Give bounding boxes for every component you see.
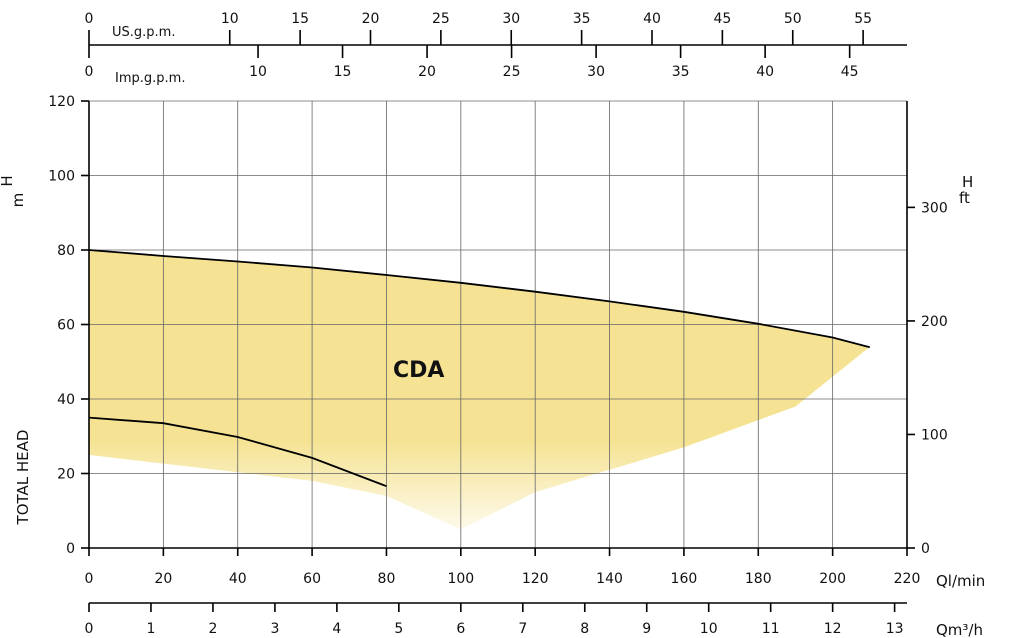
horizontal-gridlines	[89, 100, 907, 474]
ql-min-unit-label: Ql/min	[936, 572, 985, 590]
bottom-tick-label-160: 160	[671, 571, 698, 587]
left-h-symbol: H	[0, 175, 16, 186]
us-tick-label-55: 55	[854, 11, 872, 27]
m3h-tick-label-1: 1	[147, 621, 156, 637]
left-tick-label-120: 120	[48, 94, 75, 110]
us-tick-label-15: 15	[291, 11, 309, 27]
top-us-axis-ticks: 0 10 15 20 25 30 35 40 45 50 55	[85, 11, 872, 45]
us-tick-label-0: 0	[85, 11, 94, 27]
m3h-tick-label-3: 3	[270, 621, 279, 637]
m3h-tick-label-13: 13	[886, 621, 904, 637]
us-gpm-unit-label: US.g.p.m.	[112, 25, 175, 40]
imp-tick-label-30: 30	[587, 64, 605, 80]
series-label-cda: CDA	[393, 358, 444, 383]
us-tick-label-40: 40	[643, 11, 661, 27]
right-unit-label: ft	[959, 189, 970, 207]
bottom-tick-label-80: 80	[378, 571, 396, 587]
us-tick-label-30: 30	[502, 11, 520, 27]
bottom-tick-label-100: 100	[447, 571, 474, 587]
bottom-tick-label-120: 120	[522, 571, 549, 587]
bottom-tick-label-220: 220	[894, 571, 921, 587]
imp-tick-label-35: 35	[672, 64, 690, 80]
m3h-tick-label-10: 10	[700, 621, 718, 637]
m3h-axis-ticks: 0 1 2 3 4 5 6 7 8 9 10 11 12 13	[85, 603, 904, 637]
imp-tick-label-25: 25	[503, 64, 521, 80]
m3h-tick-label-12: 12	[824, 621, 842, 637]
bottom-axis-ticks: 0 20 40 60 80 100 120 140 160 180 200 220	[85, 548, 921, 587]
m3h-tick-label-0: 0	[85, 621, 94, 637]
imp-tick-label-40: 40	[756, 64, 774, 80]
us-tick-label-10: 10	[221, 11, 239, 27]
m3h-tick-label-6: 6	[456, 621, 465, 637]
imp-tick-label-0: 0	[85, 64, 94, 80]
m3h-tick-label-7: 7	[518, 621, 527, 637]
lower-head-curve	[88, 416, 387, 488]
us-tick-label-50: 50	[784, 11, 802, 27]
left-unit-label: m	[9, 193, 27, 208]
m3h-tick-label-9: 9	[642, 621, 651, 637]
m3h-unit-label: Qm³/h	[936, 621, 983, 638]
us-tick-label-25: 25	[432, 11, 450, 27]
total-head-title: TOTAL HEAD	[14, 430, 32, 526]
right-tick-label-100: 100	[921, 427, 948, 443]
top-imp-axis-ticks: 0 10 15 20 25 30 35 40 45	[85, 45, 859, 80]
bottom-tick-label-180: 180	[745, 571, 772, 587]
bottom-tick-label-200: 200	[819, 571, 846, 587]
m3h-tick-label-2: 2	[208, 621, 217, 637]
imp-gpm-unit-label: Imp.g.p.m.	[115, 71, 185, 86]
bottom-tick-label-40: 40	[229, 571, 247, 587]
imp-tick-label-20: 20	[418, 64, 436, 80]
left-tick-label-80: 80	[57, 243, 75, 259]
right-tick-label-300: 300	[921, 200, 948, 216]
left-tick-label-20: 20	[57, 467, 75, 483]
us-tick-label-45: 45	[713, 11, 731, 27]
left-tick-label-0: 0	[66, 541, 75, 557]
upper-head-curve	[88, 249, 871, 349]
left-tick-label-60: 60	[57, 318, 75, 334]
operating-area-fade	[89, 440, 907, 548]
right-axis-ticks: 0 100 200 300	[907, 200, 948, 557]
left-tick-label-40: 40	[57, 392, 75, 408]
left-tick-label-100: 100	[48, 169, 75, 185]
us-tick-label-20: 20	[362, 11, 380, 27]
us-tick-label-35: 35	[573, 11, 591, 27]
imp-tick-label-10: 10	[249, 64, 267, 80]
right-tick-label-200: 200	[921, 314, 948, 330]
m3h-tick-label-5: 5	[394, 621, 403, 637]
right-h-symbol: H	[962, 173, 973, 191]
m3h-tick-label-11: 11	[762, 621, 780, 637]
bottom-tick-label-0: 0	[85, 571, 94, 587]
m3h-tick-label-8: 8	[580, 621, 589, 637]
bottom-tick-label-140: 140	[596, 571, 623, 587]
imp-tick-label-15: 15	[334, 64, 352, 80]
bottom-tick-label-20: 20	[154, 571, 172, 587]
m3h-tick-label-4: 4	[332, 621, 341, 637]
left-axis-ticks: 0 20 40 60 80 100 120	[48, 94, 89, 557]
imp-tick-label-45: 45	[841, 64, 859, 80]
bottom-tick-label-60: 60	[303, 571, 321, 587]
right-tick-label-0: 0	[921, 541, 930, 557]
